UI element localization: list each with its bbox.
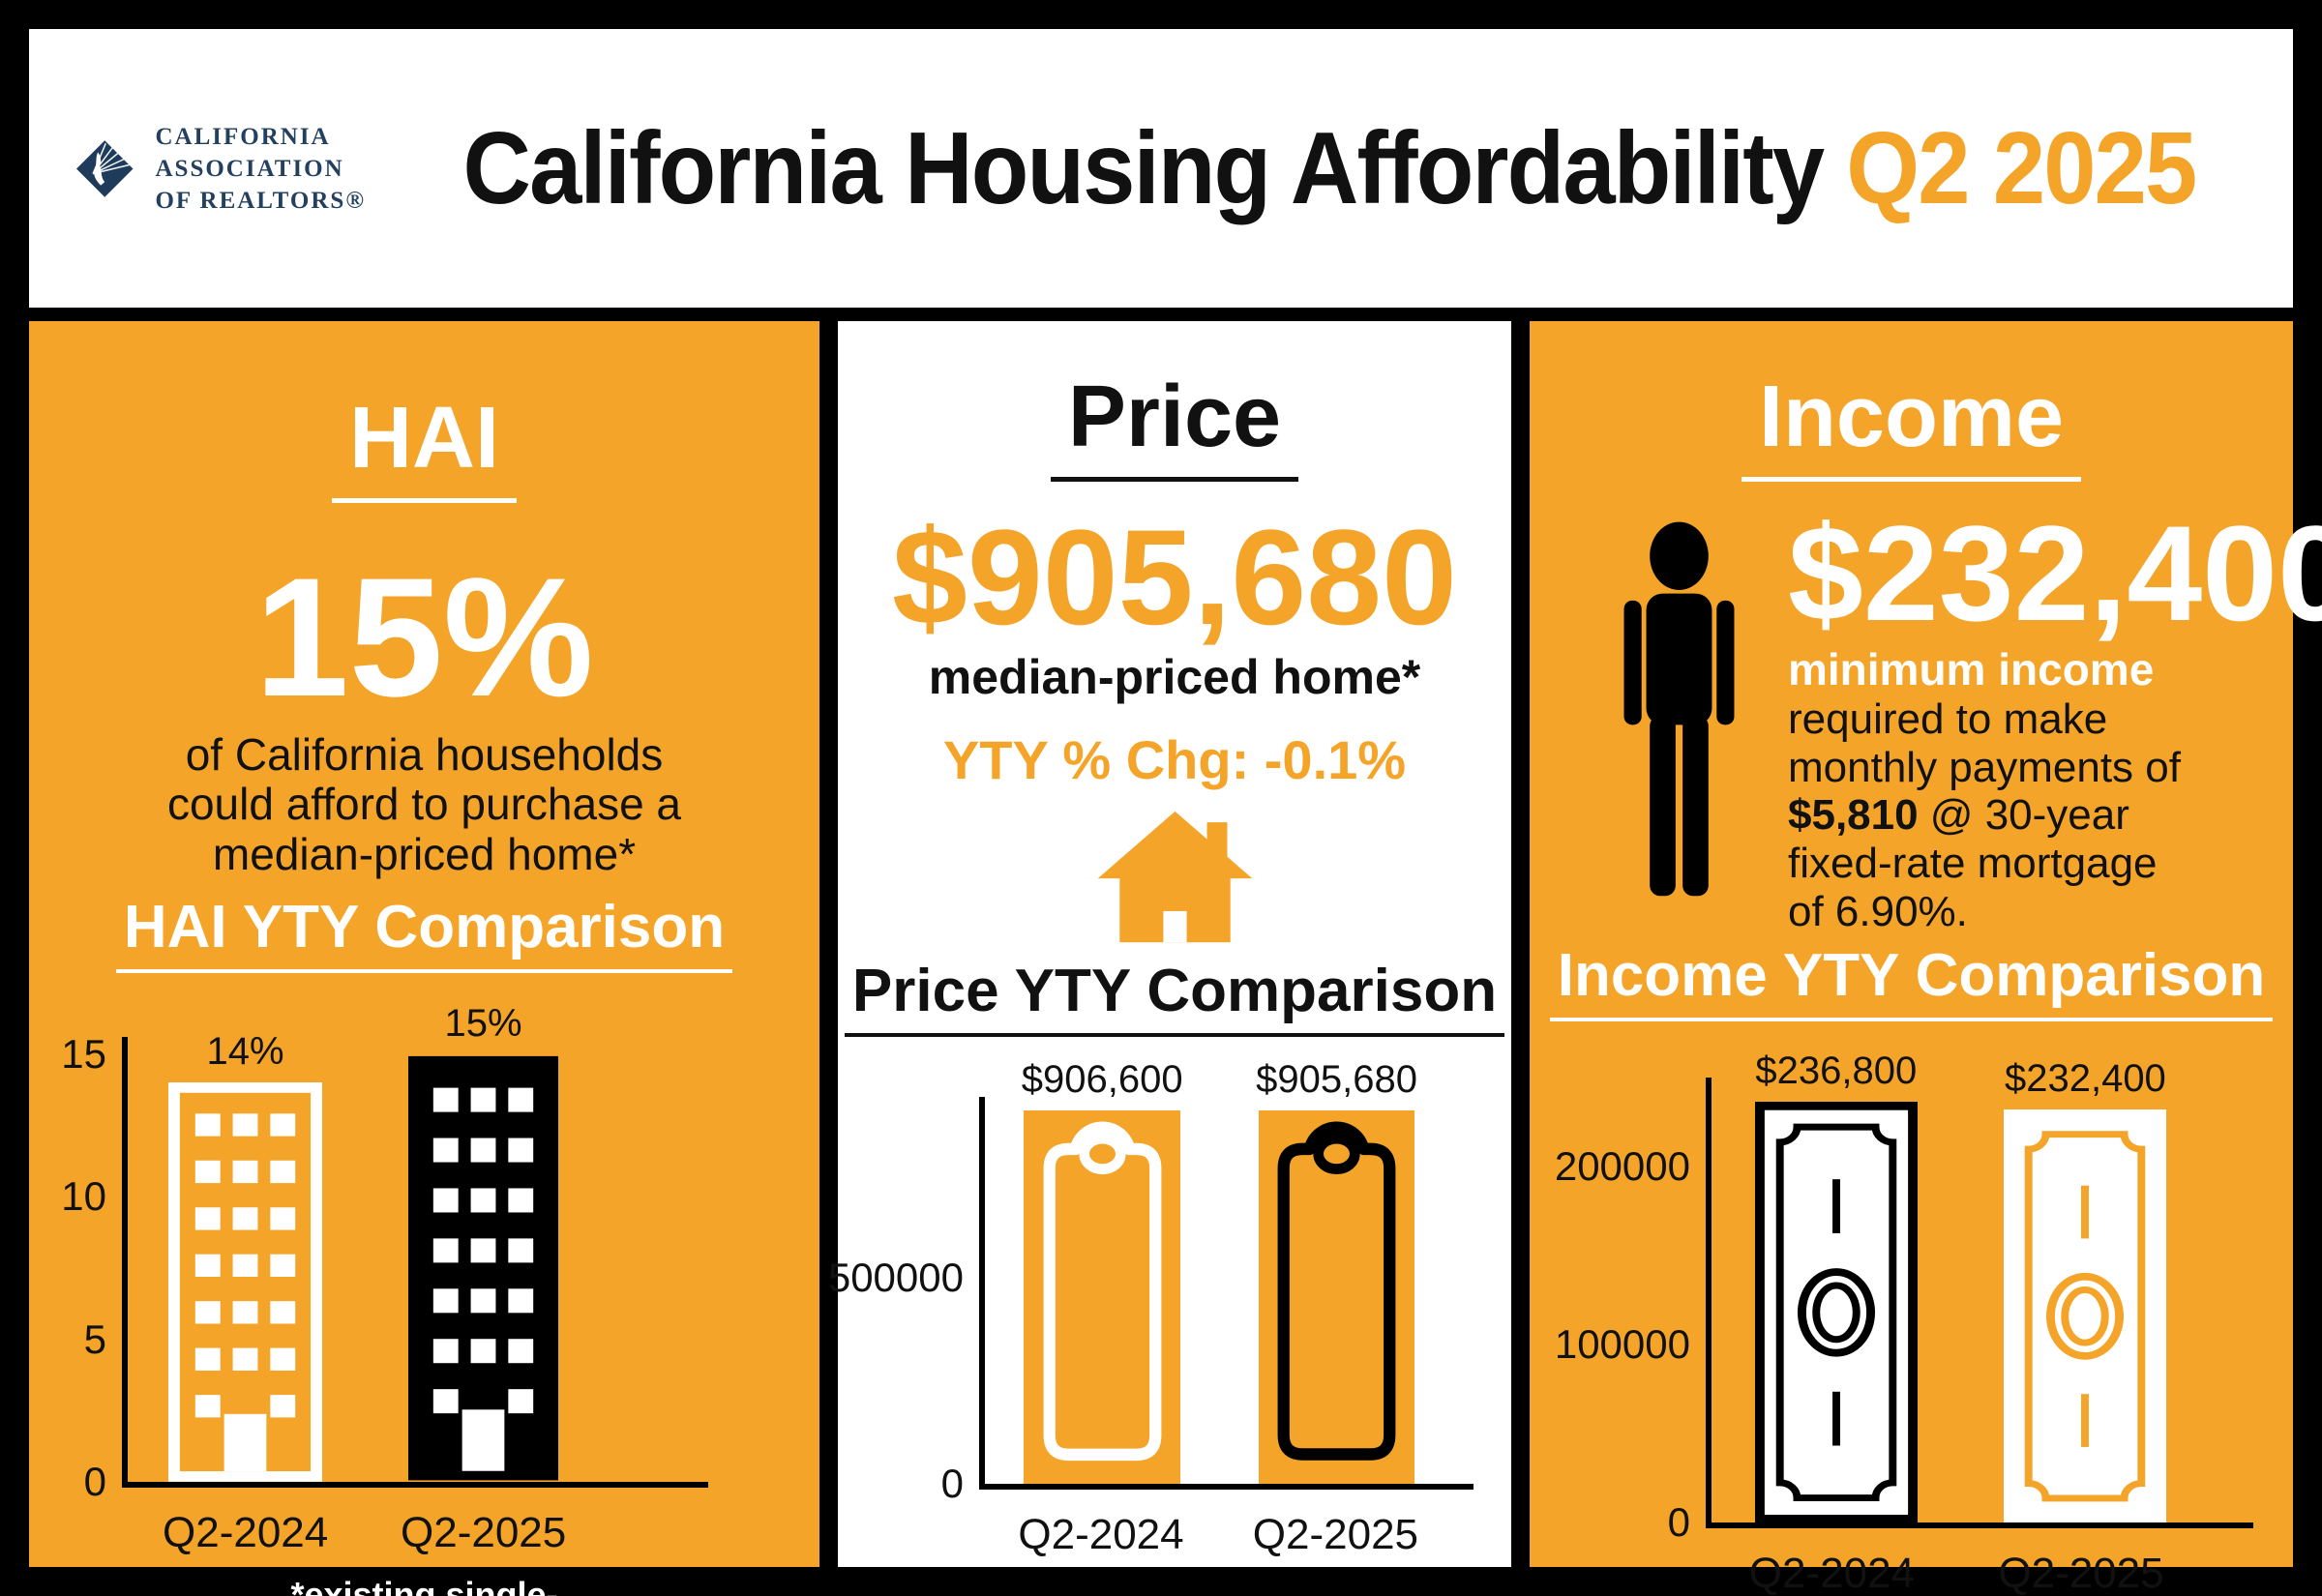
x-axis-labels: Q2-2024 Q2-2025: [122, 1488, 702, 1556]
car-logo: CALIFORNIA ASSOCIATION OF REALTORS®: [75, 108, 366, 229]
bar-value-label: 14%: [206, 1030, 284, 1074]
y-tick: 100000: [1554, 1321, 1690, 1368]
x-label-q2-2024: Q2-2024: [1748, 1550, 1916, 1596]
bar-q2-2024-dollar-bill: $236,800: [1754, 1049, 1918, 1523]
bar-q2-2025-building: 15%: [406, 1002, 560, 1482]
price-panel: Price $905,680 median-priced home* YTY %…: [828, 321, 1511, 1567]
y-tick: 10: [61, 1173, 106, 1220]
header: CALIFORNIA ASSOCIATION OF REALTORS® Cali…: [29, 29, 2293, 308]
building-icon: [168, 1082, 322, 1483]
hai-section-title: HAI: [332, 389, 517, 503]
y-tick: 15: [61, 1030, 106, 1077]
hai-desc-line: median-priced home*: [212, 828, 637, 879]
y-tick: 200000: [1554, 1143, 1690, 1190]
income-desc-line: fixed-rate mortgage: [1788, 839, 2158, 887]
price-big-value: $905,680: [892, 501, 1457, 653]
monthly-payment-value: $5,810: [1788, 791, 1919, 840]
income-content-row: $232,400 minimum income required to make…: [1530, 497, 2322, 936]
x-label-q2-2024: Q2-2024: [163, 1509, 329, 1557]
income-desc-line: $5,810 @ 30-year: [1788, 791, 2129, 840]
footnote-line: *existing single-: [290, 1575, 558, 1596]
x-axis-labels: Q2-2024 Q2-2025: [979, 1490, 1468, 1558]
logo-line-1: CALIFORNIA: [155, 123, 331, 150]
bar-value-label: $905,680: [1256, 1058, 1418, 1102]
page-title-main: California Housing Affordability: [462, 110, 1826, 225]
page-title-quarter: Q2 2025: [1846, 110, 2197, 225]
price-tag-icon: [1277, 1121, 1396, 1462]
bar-value-label: $906,600: [1021, 1058, 1183, 1102]
income-desc-line: of 6.90%.: [1788, 887, 1968, 935]
price-section-title: Price: [1050, 368, 1299, 482]
hai-description: of California households could afford to…: [166, 728, 682, 880]
house-icon: [1097, 811, 1252, 942]
building-icon: [407, 1055, 559, 1481]
price-chart-title: Price YTY Comparison: [844, 957, 1505, 1037]
y-tick: 5: [83, 1315, 106, 1362]
bar-q2-2024-building: 14%: [168, 1030, 322, 1483]
x-label-q2-2024: Q2-2024: [1018, 1510, 1184, 1558]
dollar-bill-icon: [2004, 1108, 2167, 1523]
income-panel: Income $232,400 minimum income required …: [1530, 321, 2322, 1596]
income-text-column: $232,400 minimum income required to make…: [1788, 497, 2322, 936]
income-yty-chart: 200000 100000 0 $236,800 $232,400: [1555, 1049, 2253, 1596]
logo-line-3: OF REALTORS®: [155, 187, 366, 214]
hai-desc-line: of California households: [185, 728, 664, 780]
bar-q2-2025-dollar-bill: $232,400: [2004, 1057, 2167, 1523]
hai-chart-title: HAI YTY Comparison: [115, 893, 733, 974]
income-chart-title: Income YTY Comparison: [1549, 941, 2274, 1022]
income-desc-line: required to make: [1788, 695, 2108, 743]
car-logo-text: CALIFORNIA ASSOCIATION OF REALTORS®: [155, 121, 366, 217]
hai-big-value: 15%: [254, 544, 594, 732]
price-yty-chart: 500000 0 $906,600 $905,680: [828, 1058, 1474, 1558]
california-state-shape: [94, 151, 105, 186]
hai-yty-chart: 15 10 5 0 14%: [61, 1002, 708, 1556]
price-chart-plot: 500000 0 $906,600 $905,680: [828, 1058, 1474, 1506]
hai-chart-plot: 15 10 5 0 14%: [61, 1002, 708, 1504]
y-tick: 0: [83, 1459, 106, 1505]
page-title: California Housing Affordability Q2 2025: [443, 110, 2217, 227]
income-section-title: Income: [1741, 368, 2082, 482]
y-tick: 0: [1667, 1499, 1690, 1546]
bar-value-label: $236,800: [1755, 1049, 1918, 1092]
x-label-q2-2025: Q2-2025: [1998, 1550, 2164, 1596]
price-yty-change: YTY % Chg: -0.1%: [942, 728, 1407, 790]
bar-q2-2025-price-tag: $905,680: [1256, 1058, 1417, 1484]
income-chart-plot: 200000 100000 0 $236,800 $232,400: [1555, 1049, 2253, 1545]
income-minimum-label: minimum income: [1788, 643, 2155, 695]
bar-value-label: $232,400: [2004, 1056, 2166, 1100]
logo-line-2: ASSOCIATION: [155, 155, 344, 182]
income-description: required to make monthly payments of $5,…: [1788, 695, 2243, 936]
y-tick: 500000: [827, 1255, 964, 1301]
dollar-bill-icon: [1754, 1101, 1918, 1523]
x-axis-labels: Q2-2024 Q2-2025: [1706, 1528, 2248, 1596]
car-logo-diamond-icon: [76, 139, 134, 197]
bar-value-label: 15%: [444, 1001, 522, 1045]
price-subtitle: median-priced home*: [928, 649, 1421, 704]
price-tag-icon: [1043, 1121, 1162, 1462]
y-tick: 0: [940, 1460, 964, 1506]
hai-footnote: *existing single- family detached home: [241, 1575, 607, 1596]
x-label-q2-2025: Q2-2025: [401, 1509, 567, 1557]
bar-q2-2024-price-tag: $906,600: [1022, 1058, 1183, 1484]
hai-desc-line: could afford to purchase a: [166, 779, 682, 830]
income-big-value: $232,400: [1788, 497, 2322, 649]
x-label-q2-2025: Q2-2025: [1252, 1510, 1419, 1558]
income-desc-line: monthly payments of: [1788, 743, 2181, 791]
person-icon: [1623, 521, 1735, 897]
hai-panel: HAI 15% of California households could a…: [29, 321, 819, 1596]
